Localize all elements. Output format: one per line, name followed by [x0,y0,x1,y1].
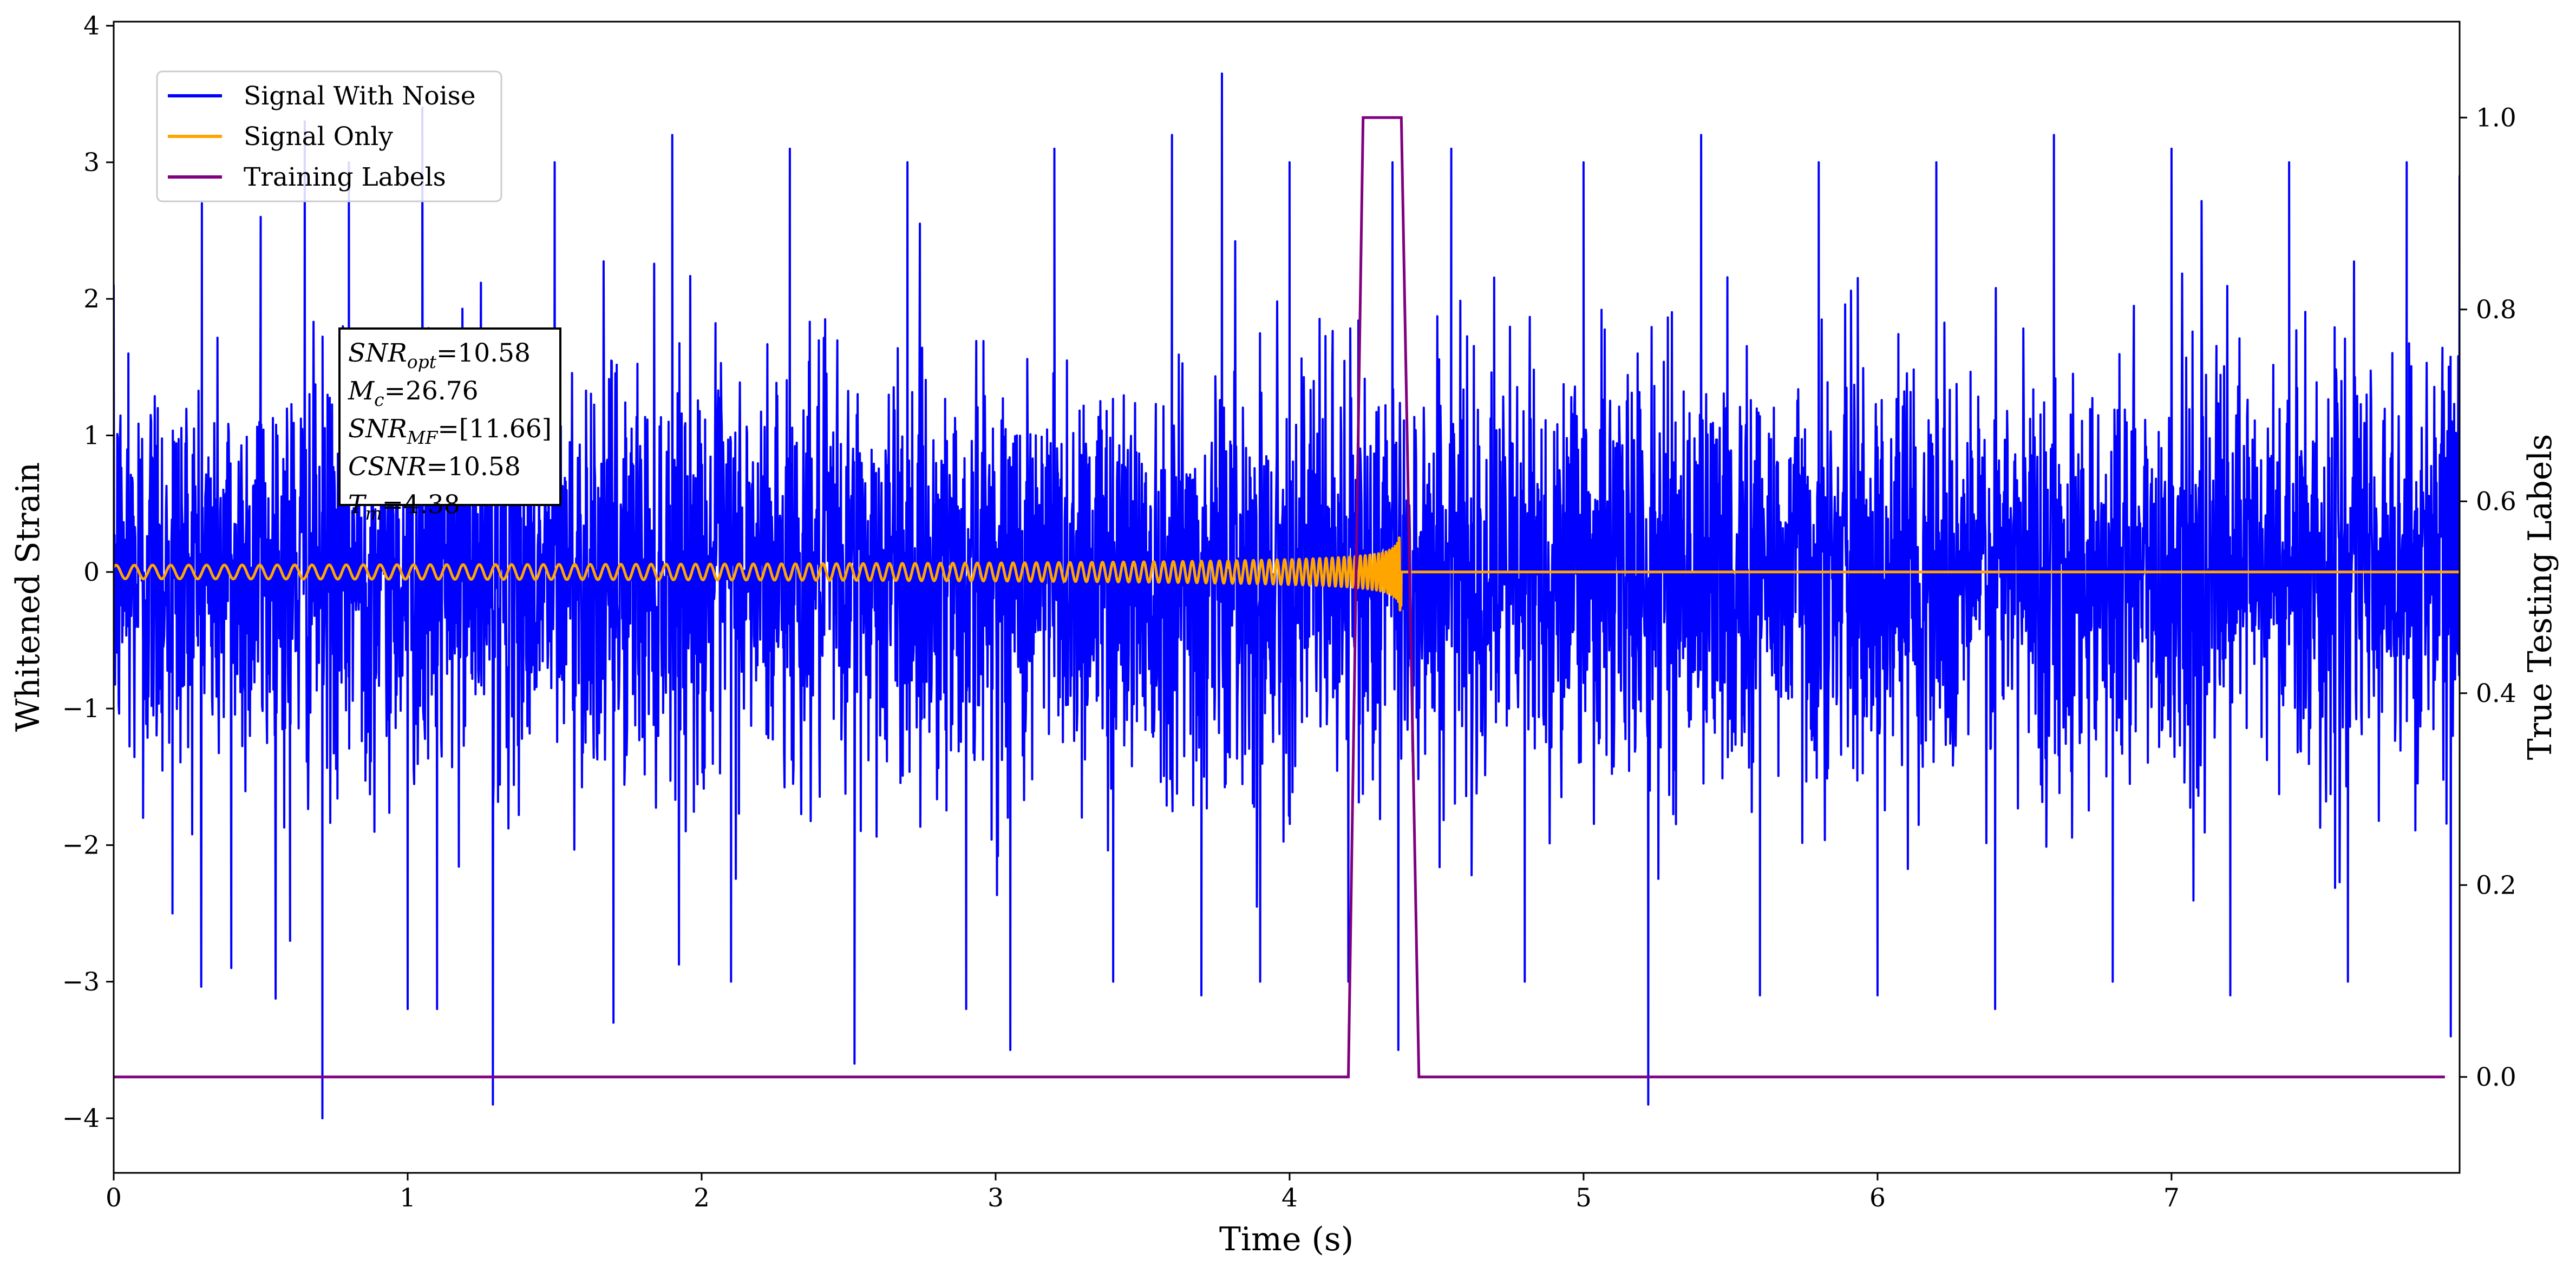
annotation-line: Mc=26.76 [348,376,479,410]
annotation-line: SNRMF=[11.66] [348,414,552,448]
series-line-signal-only [114,536,2460,612]
left-y-axis-ticks: −4 −3 −2 −1 0 1 2 3 4 [62,11,114,1133]
right-y-tick-label: 1.0 [2476,103,2516,133]
x-tick-label: 0 [106,1183,122,1213]
plot-frame [113,21,2461,1174]
legend-label-signal-with-noise: Signal With Noise [244,81,476,111]
right-y-tick-label: 0.6 [2476,487,2516,516]
annotation-line: Tm=4.38 [348,490,460,524]
x-tick-label: 2 [694,1183,710,1213]
left-y-tick-label: 1 [83,421,100,451]
legend: Signal With Noise Signal Only Training L… [156,70,502,202]
series-line-signal-with-noise [114,72,2460,1120]
left-y-tick-label: −2 [62,830,100,860]
x-tick-label: 5 [1575,1183,1592,1213]
x-tick-label: 3 [988,1183,1004,1213]
x-tick-label: 7 [2163,1183,2180,1213]
x-tick-label: 4 [1282,1183,1298,1213]
left-y-tick-label: 0 [83,557,100,587]
legend-box [156,70,502,202]
right-y-tick-label: 0.4 [2476,679,2516,708]
left-y-tick-label: 4 [83,11,100,41]
left-y-axis-title: Whitened Strain [9,462,47,732]
left-y-tick-label: 3 [83,148,100,178]
left-y-tick-label: 2 [83,284,100,314]
legend-label-signal-only: Signal Only [244,122,393,152]
x-tick-label: 1 [400,1183,416,1213]
x-axis-ticks: 0 1 2 3 4 5 6 7 [106,1173,2180,1213]
left-y-tick-label: −3 [62,967,100,997]
right-y-tick-label: 0.2 [2476,870,2516,900]
legend-label-training-labels: Training Labels [244,162,446,192]
x-tick-label: 6 [1869,1183,1886,1213]
series-line-training-labels [114,116,2445,1079]
left-y-tick-label: −1 [62,694,100,724]
right-y-axis-title: True Testing Labels [2521,434,2559,760]
left-y-tick-label: −4 [62,1104,100,1133]
series-layer [114,72,2460,1120]
right-y-tick-label: 0.8 [2476,295,2516,325]
x-axis-title: Time (s) [1219,1220,1354,1258]
annotation-frame [338,327,561,506]
right-y-tick-label: 0.0 [2476,1062,2516,1092]
annotation-line: SNRopt=10.58 [348,338,531,372]
right-y-axis-ticks: 0.0 0.2 0.4 0.6 0.8 1.0 [2460,103,2516,1092]
annotation-box: SNRopt=10.58 Mc=26.76 SNRMF=[11.66] CSNR=10… [338,327,561,524]
annotation-line: CSNR=10.58 [348,452,521,482]
